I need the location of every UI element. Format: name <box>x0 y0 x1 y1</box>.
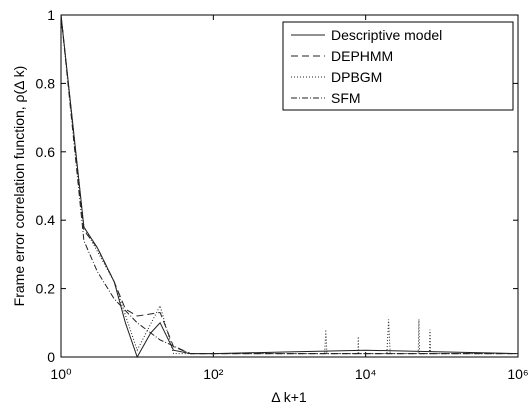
x-tick-label: 10⁰ <box>50 366 72 382</box>
series-line <box>60 14 518 355</box>
series-line <box>60 14 518 355</box>
x-tick-label: 10² <box>203 366 224 382</box>
series-line <box>60 14 518 355</box>
x-axis-label: Δ k+1 <box>271 389 307 405</box>
legend-box <box>282 21 514 111</box>
legend-label: Descriptive model <box>331 27 442 43</box>
plot-frame <box>60 14 519 358</box>
y-tick-label: 0.8 <box>36 75 56 91</box>
y-tick-label: 0.6 <box>36 144 56 160</box>
x-tick-label: 10⁴ <box>355 366 377 382</box>
y-tick-label: 0.4 <box>36 212 56 228</box>
legend-label: DEPHMM <box>331 48 393 64</box>
y-tick-label: 1 <box>47 7 55 23</box>
legend-label: DPBGM <box>331 69 382 85</box>
legend-label: SFM <box>331 90 361 106</box>
y-tick-label: 0.2 <box>36 281 56 297</box>
series-line <box>60 14 519 359</box>
x-tick-label: 10⁶ <box>507 366 528 382</box>
y-tick-label: 0 <box>47 349 55 365</box>
y-axis-label: Frame error correlation function, ρ(Δ k) <box>11 66 27 307</box>
